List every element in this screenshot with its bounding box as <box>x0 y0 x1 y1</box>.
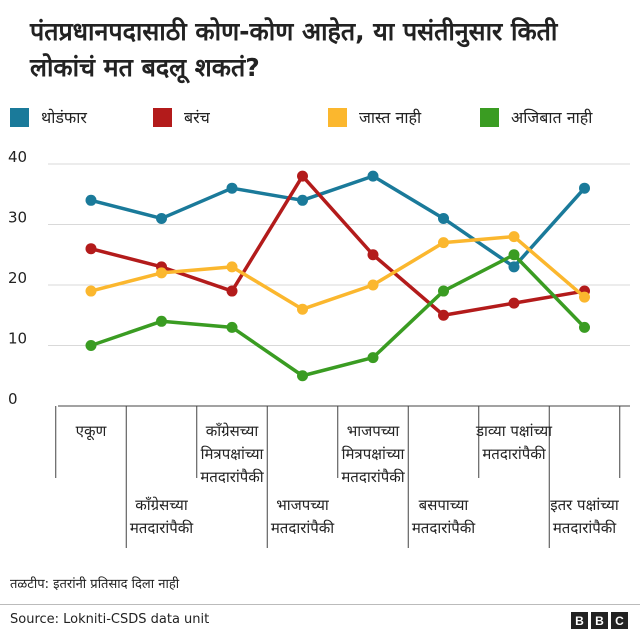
data-point-series-2 <box>508 297 520 309</box>
data-point-series-1 <box>85 194 97 206</box>
x-category-label: काँग्रेसच्या <box>206 422 260 440</box>
data-point-series-4 <box>367 352 379 364</box>
legend: थोडंफार बरंच जास्त नाही अजिबात नाही <box>0 106 640 132</box>
x-category-label: मित्रपक्षांच्या <box>201 445 265 463</box>
data-point-series-2 <box>297 170 308 182</box>
y-tick-label: 40 <box>8 148 27 166</box>
y-tick-label: 20 <box>8 269 27 287</box>
data-point-series-3 <box>226 261 238 273</box>
chart-title: पंतप्रधानपदासाठी कोण-कोण आहेत, या पसंतीन… <box>30 17 558 82</box>
x-category-label: मतदारांपैकी <box>271 519 335 537</box>
data-point-series-3 <box>508 231 520 243</box>
data-point-series-3 <box>85 285 97 297</box>
data-point-series-2 <box>367 249 379 261</box>
data-point-series-3 <box>579 291 590 303</box>
data-point-series-1 <box>508 261 520 273</box>
data-point-series-2 <box>226 285 238 297</box>
x-category-label: मतदारांपैकी <box>553 519 617 537</box>
data-point-series-4 <box>156 315 167 327</box>
x-category-label: मतदारांपैकी <box>130 519 194 537</box>
data-point-series-1 <box>579 182 590 194</box>
x-category-label: इतर पक्षांच्या <box>550 496 620 514</box>
legend-swatch-series-4 <box>480 107 499 127</box>
data-point-series-4 <box>579 321 590 333</box>
line-chart: 0 10 20 30 40 एकूण काँग्रेसच्या मतदारांपैकी काँग… <box>8 148 630 548</box>
x-category-label: मतदारांपैकी <box>482 445 546 463</box>
bbc-logo-letter-3: C <box>611 612 628 629</box>
footer-divider <box>0 604 640 605</box>
data-point-series-1 <box>226 182 238 194</box>
legend-item-series-4: अजिबात नाही <box>480 106 592 128</box>
data-point-series-3 <box>297 303 308 315</box>
y-tick-label: 10 <box>8 330 27 348</box>
legend-item-series-3: जास्त नाही <box>328 106 421 128</box>
x-category-label: एकूण <box>76 422 108 441</box>
data-point-series-1 <box>297 194 308 206</box>
legend-item-series-1: थोडंफार <box>10 106 87 128</box>
data-point-series-4 <box>85 340 97 351</box>
data-point-series-2 <box>85 243 97 255</box>
data-point-series-1 <box>367 170 379 182</box>
data-point-series-3 <box>156 267 167 279</box>
series-line-2 <box>90 174 585 317</box>
legend-label-series-2: बरंच <box>184 108 210 127</box>
x-category-label: मतदारांपैकी <box>200 468 264 486</box>
bbc-logo: B B C <box>571 612 628 629</box>
legend-item-series-2: बरंच <box>153 106 210 128</box>
data-point-series-1 <box>438 212 449 224</box>
x-category-label: भाजपच्या <box>276 496 330 514</box>
x-category-label: काँग्रेसच्या <box>135 496 189 514</box>
data-point-series-1 <box>156 212 167 224</box>
data-point-series-4 <box>438 285 449 297</box>
legend-label-series-3: जास्त नाही <box>359 108 422 127</box>
legend-swatch-series-3 <box>328 107 347 127</box>
x-category-label: मतदारांपैकी <box>341 468 405 486</box>
data-point-series-4 <box>226 321 238 333</box>
data-point-series-3 <box>367 279 379 291</box>
x-category-label: मित्रपक्षांच्या <box>342 445 406 463</box>
data-point-series-4 <box>508 249 520 261</box>
legend-label-series-4: अजिबात नाही <box>511 108 593 127</box>
legend-swatch-series-1 <box>10 107 29 127</box>
bbc-logo-letter-2: B <box>591 612 608 629</box>
x-category-label: मतदारांपैकी <box>412 519 476 537</box>
source-text: Source: Lokniti-CSDS data unit <box>10 612 210 627</box>
y-tick-label: 0 <box>8 390 18 408</box>
y-tick-label: 30 <box>8 209 27 227</box>
bbc-logo-letter-1: B <box>571 612 588 629</box>
data-point-series-3 <box>438 237 449 249</box>
x-category-label: डाव्या पक्षांच्या <box>475 422 553 440</box>
legend-label-series-1: थोडंफार <box>41 108 87 127</box>
footnote: तळटीप: इतरांनी प्रतिसाद दिला नाही <box>10 577 180 592</box>
legend-swatch-series-2 <box>153 107 172 127</box>
series-line-4 <box>90 253 586 378</box>
series-line-1 <box>90 174 586 269</box>
data-point-series-2 <box>438 309 449 321</box>
data-point-series-4 <box>297 370 308 382</box>
x-category-label: बसपाच्या <box>419 496 470 514</box>
series-line-3 <box>90 234 586 311</box>
x-category-label: भाजपच्या <box>347 422 401 440</box>
